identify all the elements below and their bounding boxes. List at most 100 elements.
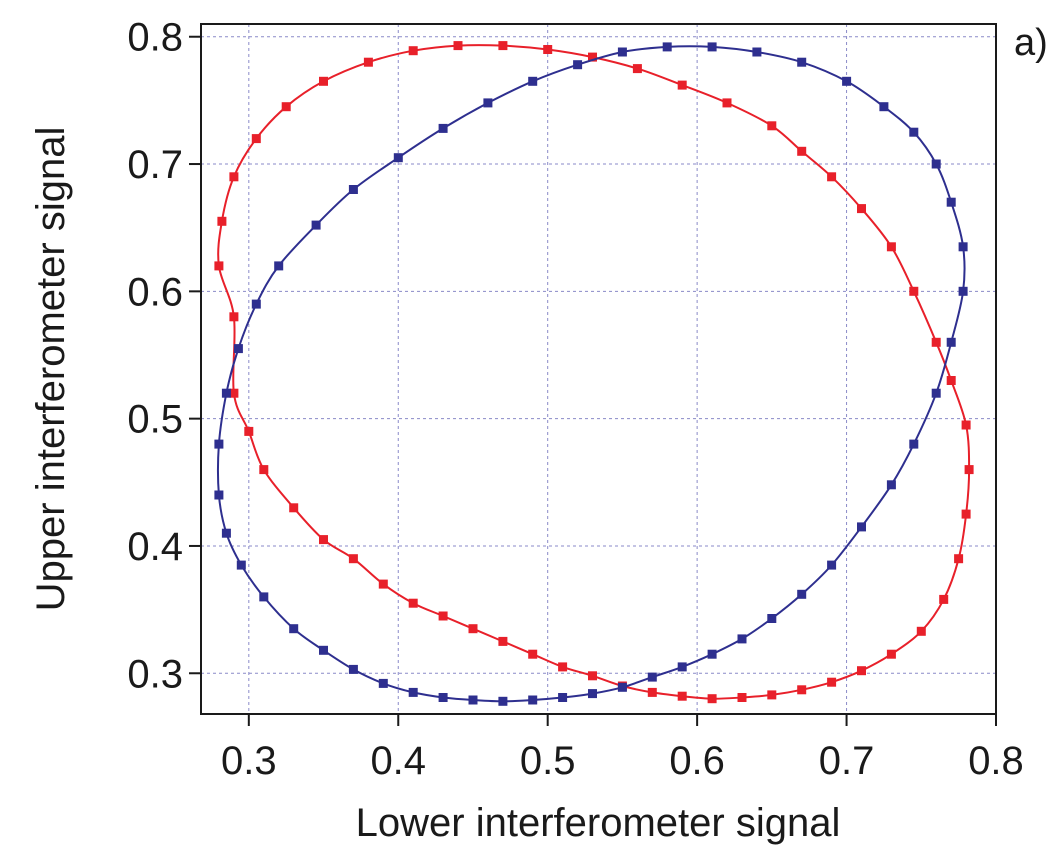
series-1-point-47	[311, 220, 321, 230]
series-0-point-20	[767, 690, 777, 700]
series-1-point-15	[588, 689, 597, 699]
x-tick-label-0: 0.3	[221, 739, 277, 783]
series-1-point-36	[797, 57, 807, 67]
series-0-point-21	[797, 685, 807, 695]
series-1-point-32	[931, 159, 941, 169]
series-0-point-10	[468, 624, 478, 634]
series-1-point-34	[879, 102, 889, 112]
series-0-point-7	[378, 579, 388, 589]
series-1-point-29	[958, 286, 968, 296]
y-tick-label-0: 0.3	[127, 652, 183, 696]
series-1-point-4	[259, 592, 269, 602]
series-0-point-28	[961, 509, 971, 519]
series-1-point-14	[558, 693, 568, 702]
y-tick-label-4: 0.7	[127, 143, 183, 187]
series-1-point-10	[438, 693, 448, 702]
series-0-point-44	[498, 41, 508, 51]
series-1-point-3	[236, 560, 246, 570]
series-0-point-23	[857, 666, 866, 676]
series-1-point-8	[378, 678, 388, 688]
x-tick-label-1: 0.4	[370, 739, 426, 783]
series-0-point-2	[244, 426, 254, 436]
series-0-point-17	[677, 691, 687, 701]
series-0-point-43	[543, 45, 553, 54]
series-0-point-1	[229, 388, 239, 398]
series-1-point-27	[931, 388, 941, 398]
series-1-point-42	[528, 76, 538, 86]
plot-frame	[200, 23, 997, 715]
x-tick-label-2: 0.5	[520, 739, 576, 783]
series-1-point-22	[797, 589, 807, 599]
series-1-point-21	[767, 614, 777, 623]
axes: 0.3 0.4 0.5 0.6 0.7 0.8 0.3 0.4 0.5 0.6 0.7 0.8	[127, 16, 1023, 783]
series-1-point-13	[528, 695, 538, 705]
series-0-point-35	[857, 204, 866, 214]
series-0-point-45	[453, 41, 463, 51]
series-1-point-5	[289, 624, 299, 634]
series-0-point-36	[827, 172, 837, 182]
y-tick-label-2: 0.5	[127, 398, 183, 442]
series-0-point-8	[408, 598, 418, 608]
grid	[201, 24, 997, 714]
series-0-point-47	[363, 57, 373, 67]
x-axis-label: Lower interferometer signal	[356, 801, 841, 845]
series-1-point-39	[662, 42, 672, 52]
y-tick-label-1: 0.4	[127, 525, 183, 569]
series-1-point-49	[251, 299, 261, 309]
series-1-point-43	[483, 98, 493, 108]
series-0-point-32	[931, 337, 941, 347]
series-0-point-18	[707, 694, 717, 704]
series-1-point-40	[617, 47, 627, 57]
series-0-point-52	[217, 216, 227, 226]
series-1-point-51	[221, 388, 231, 398]
series-0-point-25	[916, 626, 926, 636]
series-1-point-20	[737, 634, 747, 644]
x-tick-label-5: 0.8	[968, 739, 1024, 783]
series-0-point-40	[677, 80, 687, 90]
series-1-point-7	[348, 664, 358, 674]
series-0-point-34	[886, 242, 896, 252]
series-1-point-17	[647, 672, 657, 682]
series-1-point-48	[274, 261, 284, 271]
series-0-point-4	[289, 503, 299, 513]
series-0-point-16	[647, 687, 657, 697]
series-0-point-37	[797, 146, 807, 156]
x-tick-label-3: 0.6	[669, 739, 725, 783]
series-0-point-27	[954, 554, 964, 564]
series-1-point-44	[438, 123, 448, 133]
series-1-point-38	[707, 42, 717, 52]
series-1-point-12	[498, 696, 508, 706]
series-0-point-38	[767, 121, 777, 131]
series-0-point-26	[939, 594, 949, 604]
series-layer	[214, 41, 974, 706]
series-0-point-50	[251, 134, 261, 144]
series-0-point-33	[909, 286, 919, 296]
series-0-point-6	[348, 554, 358, 564]
series-0-point-51	[229, 172, 239, 182]
series-0-point-3	[259, 465, 269, 475]
series-0-point-5	[319, 535, 328, 545]
y-tick-label-5: 0.8	[127, 16, 183, 60]
series-1-point-18	[677, 662, 687, 672]
series-0-point-19	[737, 693, 747, 702]
series-0-point-39	[722, 98, 732, 108]
series-1-point-41	[573, 60, 583, 70]
panel-label: a)	[1014, 22, 1048, 64]
series-1-point-23	[827, 560, 837, 570]
series-1-point-1	[214, 490, 224, 500]
series-1-point-6	[319, 645, 328, 655]
series-1-point-9	[408, 687, 418, 697]
series-1-point-37	[752, 47, 762, 57]
series-0-point-31	[946, 376, 956, 385]
series-0-point-12	[528, 649, 538, 659]
series-1-point-28	[946, 337, 956, 347]
y-axis-label: Upper interferometer signal	[29, 127, 73, 612]
series-1-point-35	[842, 76, 852, 86]
series-0-point-48	[319, 76, 328, 86]
series-1-point-2	[221, 528, 231, 538]
series-0-point-24	[886, 649, 896, 659]
series-1-point-0	[214, 439, 224, 449]
series-0-point-13	[558, 662, 568, 672]
